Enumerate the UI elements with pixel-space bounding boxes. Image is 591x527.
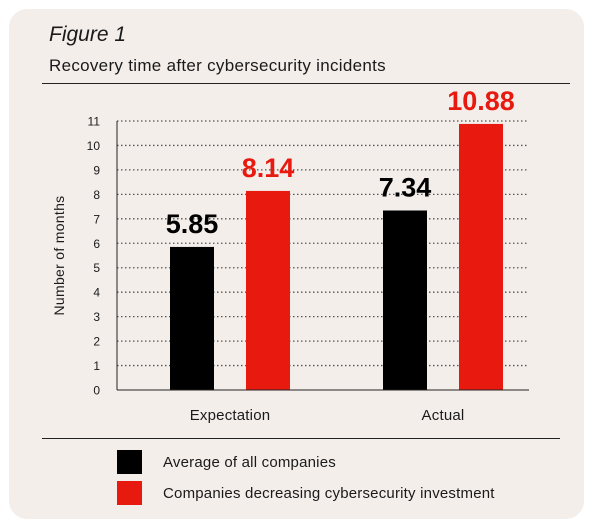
y-tick-label: 1 — [93, 359, 100, 373]
y-tick-label: 3 — [93, 310, 100, 324]
bar-value-label: 10.88 — [447, 86, 515, 116]
bar-expectation-decreasing — [246, 190, 290, 390]
legend-label: Companies decreasing cybersecurity inves… — [163, 484, 495, 502]
y-tick-label: 2 — [93, 335, 100, 349]
bar-value-label: 5.85 — [166, 209, 219, 239]
legend-swatch-black — [117, 450, 142, 474]
y-tick-label: 7 — [93, 212, 100, 226]
y-tick-label: 10 — [87, 139, 101, 153]
bar-value-label: 8.14 — [242, 153, 295, 183]
legend-label: Average of all companies — [163, 453, 336, 471]
figure-label: Figure 1 — [49, 23, 127, 46]
y-tick-label: 6 — [93, 237, 100, 251]
bar-expectation-average — [170, 246, 214, 390]
legend-divider — [42, 438, 560, 439]
y-tick-label: 9 — [93, 163, 100, 177]
y-tick-label: 4 — [93, 286, 100, 300]
legend-swatch-red — [117, 481, 142, 505]
x-category-label: Actual — [422, 407, 465, 424]
legend-item-average: Average of all companies — [117, 450, 336, 474]
bar-actual-decreasing — [459, 123, 503, 391]
top-divider — [42, 83, 570, 84]
y-tick-label: 5 — [93, 261, 100, 275]
x-category-label: Expectation — [190, 407, 271, 424]
legend-item-decreasing: Companies decreasing cybersecurity inves… — [117, 481, 495, 505]
y-tick-label: 8 — [93, 188, 100, 202]
bar-actual-average — [383, 210, 427, 390]
y-tick-label: 11 — [88, 115, 101, 129]
y-axis-title: Number of months — [51, 196, 67, 316]
chart-subtitle: Recovery time after cybersecurity incide… — [49, 56, 386, 75]
bar-value-label: 7.34 — [379, 173, 432, 203]
y-tick-label: 0 — [93, 384, 100, 398]
